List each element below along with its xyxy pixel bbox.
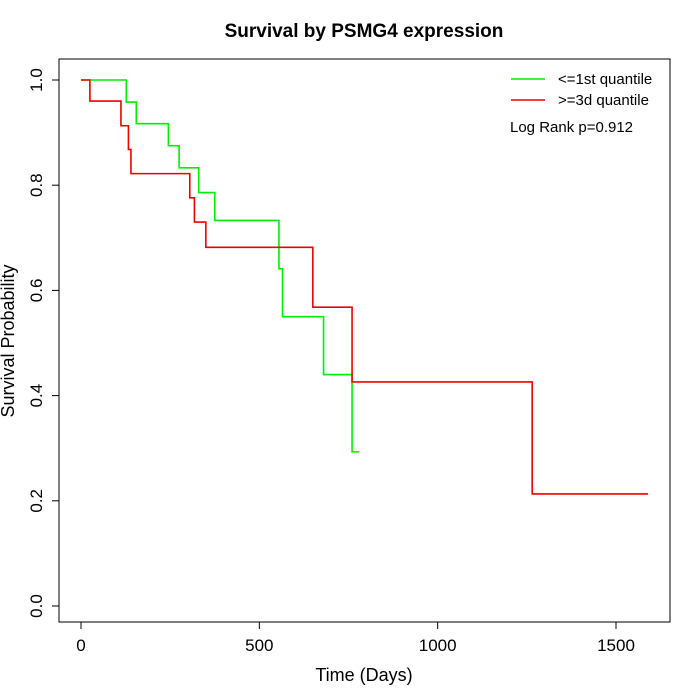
- legend-label-low-quantile: <=1st quantile: [558, 71, 652, 88]
- survival-curve-1: [81, 79, 649, 495]
- x-tick-label: 1500: [597, 636, 635, 655]
- survival-curve-0: [81, 79, 360, 453]
- x-tick-label: 0: [76, 636, 85, 655]
- y-axis: 0.0 0.2 0.4 0.6 0.8 1.0: [27, 68, 60, 618]
- series-layer: [81, 79, 649, 495]
- y-tick-label: 0.2: [27, 489, 46, 513]
- legend: <=1st quantile >=3d quantile Log Rank p=…: [510, 71, 652, 136]
- y-tick-label: 0.6: [27, 279, 46, 303]
- x-axis: 0 500 1000 1500: [76, 621, 635, 655]
- y-tick-label: 0.0: [27, 594, 46, 618]
- y-tick-label: 0.8: [27, 173, 46, 197]
- x-tick-label: 1000: [419, 636, 457, 655]
- x-axis-label: Time (Days): [315, 665, 412, 685]
- chart-title: Survival by PSMG4 expression: [225, 21, 504, 42]
- y-tick-label: 1.0: [27, 68, 46, 92]
- plot-frame: [58, 58, 671, 623]
- legend-label-high-quantile: >=3d quantile: [558, 92, 649, 109]
- y-axis-label: Survival Probability: [0, 264, 18, 417]
- x-tick-label: 500: [245, 636, 273, 655]
- log-rank-annotation: Log Rank p=0.912: [510, 119, 633, 136]
- y-tick-label: 0.4: [27, 384, 46, 408]
